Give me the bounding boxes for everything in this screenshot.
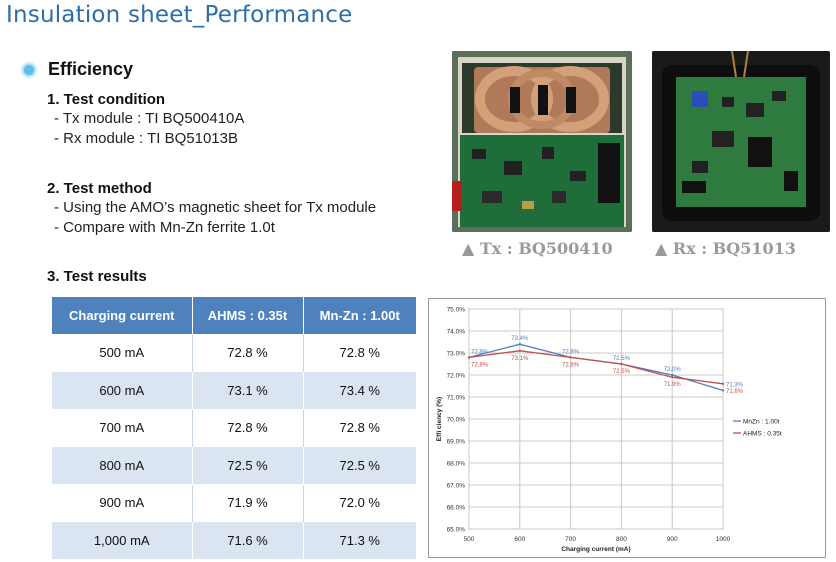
x-tick-label: 600 bbox=[514, 536, 525, 543]
test-method-heading: 2. Test method bbox=[47, 180, 152, 197]
table-cell: 900 mA bbox=[52, 483, 193, 522]
table-row: 1,000 mA 71.6 % 71.3 % bbox=[52, 521, 416, 559]
table-cell: 800 mA bbox=[52, 446, 193, 484]
column-header: Mn-Zn : 1.00t bbox=[303, 297, 416, 334]
y-tick-label: 72.0% bbox=[447, 373, 466, 380]
table-cell: 71.3 % bbox=[303, 521, 416, 559]
data-point bbox=[569, 356, 572, 359]
data-point bbox=[721, 382, 725, 385]
x-tick-label: 800 bbox=[616, 536, 627, 543]
y-tick-label: 75.0% bbox=[447, 307, 466, 314]
section-title: Efficiency bbox=[48, 59, 134, 79]
rx-module-photo bbox=[652, 51, 830, 232]
data-label: 72.8% bbox=[471, 362, 489, 368]
data-label: 73.4% bbox=[511, 336, 529, 342]
legend-label: AHMS : 0.35t bbox=[743, 431, 782, 438]
table-cell: 72.8 % bbox=[192, 333, 304, 372]
results-table: Charging current AHMS : 0.35t Mn-Zn : 1.… bbox=[52, 297, 416, 559]
y-tick-label: 71.0% bbox=[447, 395, 466, 402]
table-row: 800 mA 72.5 % 72.5 % bbox=[52, 446, 416, 484]
data-label: 72.8% bbox=[471, 349, 489, 355]
table-cell: 1,000 mA bbox=[52, 521, 193, 559]
section-bullet-icon bbox=[20, 61, 38, 79]
data-label: 72.5% bbox=[613, 356, 631, 362]
data-label: 71.9% bbox=[664, 382, 682, 388]
table-cell: 72.0 % bbox=[303, 483, 416, 522]
x-axis-title: Charging current (mA) bbox=[561, 546, 630, 553]
test-results-heading: 3. Test results bbox=[47, 268, 147, 285]
table-row: 500 mA 72.8 % 72.8 % bbox=[52, 333, 416, 372]
rx-caption: ▲ Rx : BQ51013 bbox=[655, 239, 796, 258]
table-cell: 600 mA bbox=[52, 371, 193, 409]
table-cell: 72.5 % bbox=[192, 446, 304, 484]
x-tick-label: 700 bbox=[565, 536, 576, 543]
data-point bbox=[518, 349, 521, 352]
series-line bbox=[468, 350, 724, 385]
efficiency-chart: 65.0% 66.0% 67.0% 68.0% 69.0% 70.0% 71.0% 72.0%… bbox=[428, 298, 826, 558]
table-row: 700 mA 72.8 % 72.8 % bbox=[52, 408, 416, 447]
table-cell: 500 mA bbox=[52, 333, 193, 372]
table-row: 600 mA 73.1 % 73.4 % bbox=[52, 371, 416, 409]
legend-label: MnZn : 1.00t bbox=[743, 419, 780, 426]
data-point bbox=[620, 362, 623, 366]
test-condition-line: - Rx module : TI BQ51013B bbox=[54, 130, 238, 147]
data-label: 71.3% bbox=[726, 382, 744, 388]
y-tick-label: 65.0% bbox=[447, 527, 466, 534]
test-condition-heading: 1. Test condition bbox=[47, 91, 166, 108]
y-axis-title: Effi ciency (%) bbox=[436, 397, 443, 441]
data-point bbox=[518, 343, 521, 346]
test-method-line: - Using the AMO’s magnetic sheet for Tx … bbox=[54, 199, 377, 216]
y-tick-label: 69.0% bbox=[447, 439, 466, 446]
table-cell: 71.9 % bbox=[192, 483, 304, 522]
data-label: 72.8% bbox=[562, 349, 580, 355]
y-tick-label: 73.0% bbox=[447, 351, 466, 358]
y-tick-label: 68.0% bbox=[447, 461, 466, 468]
test-method-line: - Compare with Mn-Zn ferrite 1.0t bbox=[54, 219, 275, 236]
data-label: 73.1% bbox=[511, 356, 529, 362]
data-label: 72.8% bbox=[562, 362, 580, 368]
table-cell: 72.8 % bbox=[303, 408, 416, 447]
x-tick-label: 500 bbox=[464, 536, 475, 543]
table-header-row: Charging current AHMS : 0.35t Mn-Zn : 1.… bbox=[52, 297, 416, 334]
table-cell: 73.1 % bbox=[192, 371, 304, 409]
page-title: Insulation sheet_Performance bbox=[6, 2, 353, 28]
table-cell: 700 mA bbox=[52, 408, 193, 447]
data-label: 71.6% bbox=[726, 389, 744, 395]
data-label: 72.0% bbox=[664, 367, 682, 373]
y-tick-label: 67.0% bbox=[447, 483, 466, 490]
data-point bbox=[671, 376, 674, 379]
table-cell: 71.6 % bbox=[192, 521, 304, 559]
x-tick-label: 1000 bbox=[716, 536, 731, 543]
table-cell: 72.5 % bbox=[303, 446, 416, 484]
y-tick-label: 66.0% bbox=[447, 505, 466, 512]
efficiency-chart-svg: 65.0% 66.0% 67.0% 68.0% 69.0% 70.0% 71.0% 72.0%… bbox=[436, 307, 782, 554]
table-row: 900 mA 71.9 % 72.0 % bbox=[52, 483, 416, 522]
data-point bbox=[671, 373, 674, 377]
column-header: AHMS : 0.35t bbox=[192, 297, 304, 334]
data-label: 72.5% bbox=[613, 369, 631, 375]
column-header: Charging current bbox=[52, 297, 193, 334]
tx-caption: ▲ Tx : BQ500410 bbox=[462, 239, 613, 258]
y-tick-label: 74.0% bbox=[447, 329, 466, 336]
y-tick-label: 70.0% bbox=[447, 417, 466, 424]
table-cell: 73.4 % bbox=[303, 371, 416, 409]
test-condition-line: - Tx module : TI BQ500410A bbox=[54, 110, 245, 127]
x-tick-label: 900 bbox=[667, 536, 678, 543]
data-point bbox=[721, 389, 725, 392]
data-point bbox=[467, 356, 471, 359]
table-cell: 72.8 % bbox=[303, 333, 416, 372]
table-cell: 72.8 % bbox=[192, 408, 304, 447]
tx-module-photo bbox=[452, 51, 632, 232]
